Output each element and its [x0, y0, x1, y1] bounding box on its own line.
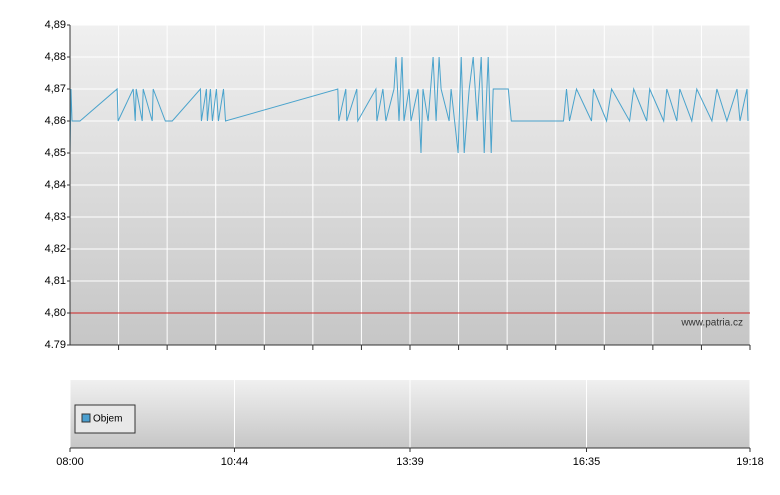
price-line	[69, 56, 749, 154]
watermark: www.patria.cz	[680, 318, 743, 329]
y-tick-label: 4,89	[45, 19, 66, 31]
y-tick-label: 4,84	[45, 179, 66, 191]
x-tick-label: 10:44	[221, 456, 249, 468]
y-tick-label: 4,88	[45, 51, 66, 63]
y-tick-label: 4.79	[45, 339, 66, 351]
y-tick-label: 4,86	[45, 115, 66, 127]
x-tick-label: 13:39	[396, 456, 424, 468]
y-tick-label: 4,87	[45, 83, 66, 95]
x-tick-label: 08:00	[56, 456, 84, 468]
y-tick-label: 4,80	[45, 307, 66, 319]
y-tick-label: 4,83	[45, 211, 66, 223]
legend-label: Objem	[93, 414, 122, 425]
x-tick-label: 19:18	[736, 456, 764, 468]
legend-swatch	[81, 413, 91, 423]
y-tick-label: 4,81	[45, 275, 66, 287]
y-tick-label: 4,85	[45, 147, 66, 159]
y-tick-label: 4,82	[45, 243, 66, 255]
x-tick-label: 16:35	[573, 456, 601, 468]
